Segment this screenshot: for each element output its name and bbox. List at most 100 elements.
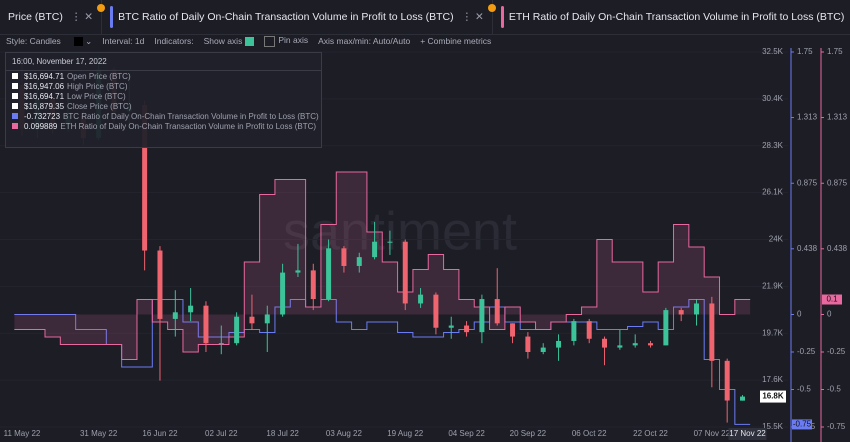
tab-label: ETH Ratio of Daily On-Chain Transaction … [508,11,845,23]
tooltip-time: 16:00, November 17, 2022 [6,53,321,71]
candle-body [678,310,684,315]
indicators[interactable]: Indicators: [154,36,194,46]
candle-body [372,241,378,258]
candle-body [172,312,178,319]
candle-body [310,270,316,300]
tooltip-row: 0.099889 ETH Ratio of Daily On-Chain Tran… [6,121,321,131]
x-label-highlight [728,428,767,440]
x-tick-label: 11 May 22 [4,429,41,438]
tooltip-row: $16,694.71 Open Price (BTC) [6,71,321,81]
coin-icon [487,4,496,12]
candle-body [510,323,516,337]
x-tick-label: 16 Jun 22 [142,429,178,438]
x-tick-label: 02 Jul 22 [205,429,238,438]
candle-body [341,248,347,266]
tooltip-row: $16,694.71 Low Price (BTC) [6,91,321,101]
candle-body [479,299,485,333]
x-tick-label: 31 May 22 [80,429,118,438]
candle-body [326,248,332,300]
x-tick-label: 17 Nov 22 [729,429,766,438]
x-tick-label: 22 Oct 22 [633,429,668,438]
tab[interactable]: BTC Ratio of Daily On-Chain Transaction … [102,0,496,34]
y-tick-label: 24K [769,235,784,244]
candle-body [571,321,577,341]
candle-body [648,343,654,346]
candle-body [264,314,270,324]
value-badge [822,294,842,305]
candle-body [602,338,608,348]
close-tab[interactable]: ⋮ ✕ [70,11,94,23]
y-tick-label: 28.3K [762,141,784,150]
tab[interactable]: Price (BTC) ⋮ ✕ [0,0,106,34]
candle-body [448,325,454,328]
candle-body [157,250,163,319]
show-axis[interactable]: Show axis [204,36,255,47]
y2-tick-label: 1.313 [797,113,818,122]
axis-range[interactable]: Axis max/min: Auto/Auto [318,36,411,46]
y2-tick-label: 1.75 [797,47,813,56]
tab[interactable]: ETH Ratio of Daily On-Chain Transaction … [493,0,850,34]
y2-tick-label: 0.875 [797,178,818,187]
tooltip-row: $16,879.35 Close Price (BTC) [6,101,321,111]
y2-tick-label: 1.313 [827,113,848,122]
candle-body [387,241,393,243]
candle-body [525,336,531,352]
swatch [12,73,18,79]
candle-body [356,257,362,266]
candle-body [556,340,562,348]
style-select[interactable]: Style: Candles [6,36,61,46]
candle-body [464,325,470,333]
y-tick-label: 19.7K [762,328,784,337]
combine-metrics[interactable]: + Combine metrics [420,36,492,46]
candle-body [280,272,286,315]
y2-tick-label: 0.875 [827,178,848,187]
price-badge [760,390,786,403]
value-badge-label: -0.75 [793,420,812,429]
y2-tick-label: -0.25 [827,347,846,356]
x-tick-label: 07 Nov 22 [694,429,731,438]
tooltip-row: $16,947.06 High Price (BTC) [6,81,321,91]
x-tick-label: 20 Sep 22 [510,429,547,438]
x-tick-label: 19 Aug 22 [387,429,424,438]
price-badge-label: 16.8K [762,392,784,401]
tooltip-label: Low Price (BTC) [67,92,126,101]
value-badge [792,419,812,430]
toolbar: Style: Candles ⌄ Interval: 1d Indicators… [0,34,850,48]
x-tick-label: 04 Sep 22 [448,429,485,438]
interval-select[interactable]: Interval: 1d [102,36,145,46]
close-tab[interactable]: ⋮ ✕ [461,11,484,23]
line [14,299,751,425]
tooltip-label: Open Price (BTC) [67,72,131,81]
y-tick-label: 15.5K [762,422,784,431]
candle-body [617,345,623,348]
coin-icon [97,4,106,12]
tooltip-value: 0.099889 [24,122,58,131]
tooltip-value: -0.732723 [24,112,61,121]
area [14,172,751,360]
tab-label: BTC Ratio of Daily On-Chain Transaction … [118,11,454,23]
swatch [12,103,18,109]
candle-body [203,305,209,344]
candle-body [494,299,500,324]
candle-body [709,303,715,361]
y2-tick-label: 0 [797,310,802,319]
tooltip-value: $16,947.06 [24,82,65,91]
y2-tick-label: 1.75 [827,47,843,56]
tooltip-value: $16,879.35 [24,102,65,111]
y2-tick-label: -0.25 [797,347,816,356]
y2-tick-label: 0.438 [827,244,848,253]
color-select[interactable]: ⌄ [71,36,92,47]
tab-color [500,6,504,28]
swatch [12,93,18,99]
y2-tick-label: -0.5 [827,385,841,394]
tooltip-label: ETH Ratio of Daily On-Chain Transaction … [60,122,317,131]
candle-body [218,343,224,345]
tab-color [110,6,114,28]
pin-axis-label: Pin axis [278,35,309,46]
tooltip: 16:00, November 17, 2022 $16,694.71 Open … [5,52,322,148]
candle-body [694,303,700,315]
pin-axis[interactable]: Pin axis [264,35,309,47]
swatch [12,113,18,119]
candle-body [234,316,240,344]
